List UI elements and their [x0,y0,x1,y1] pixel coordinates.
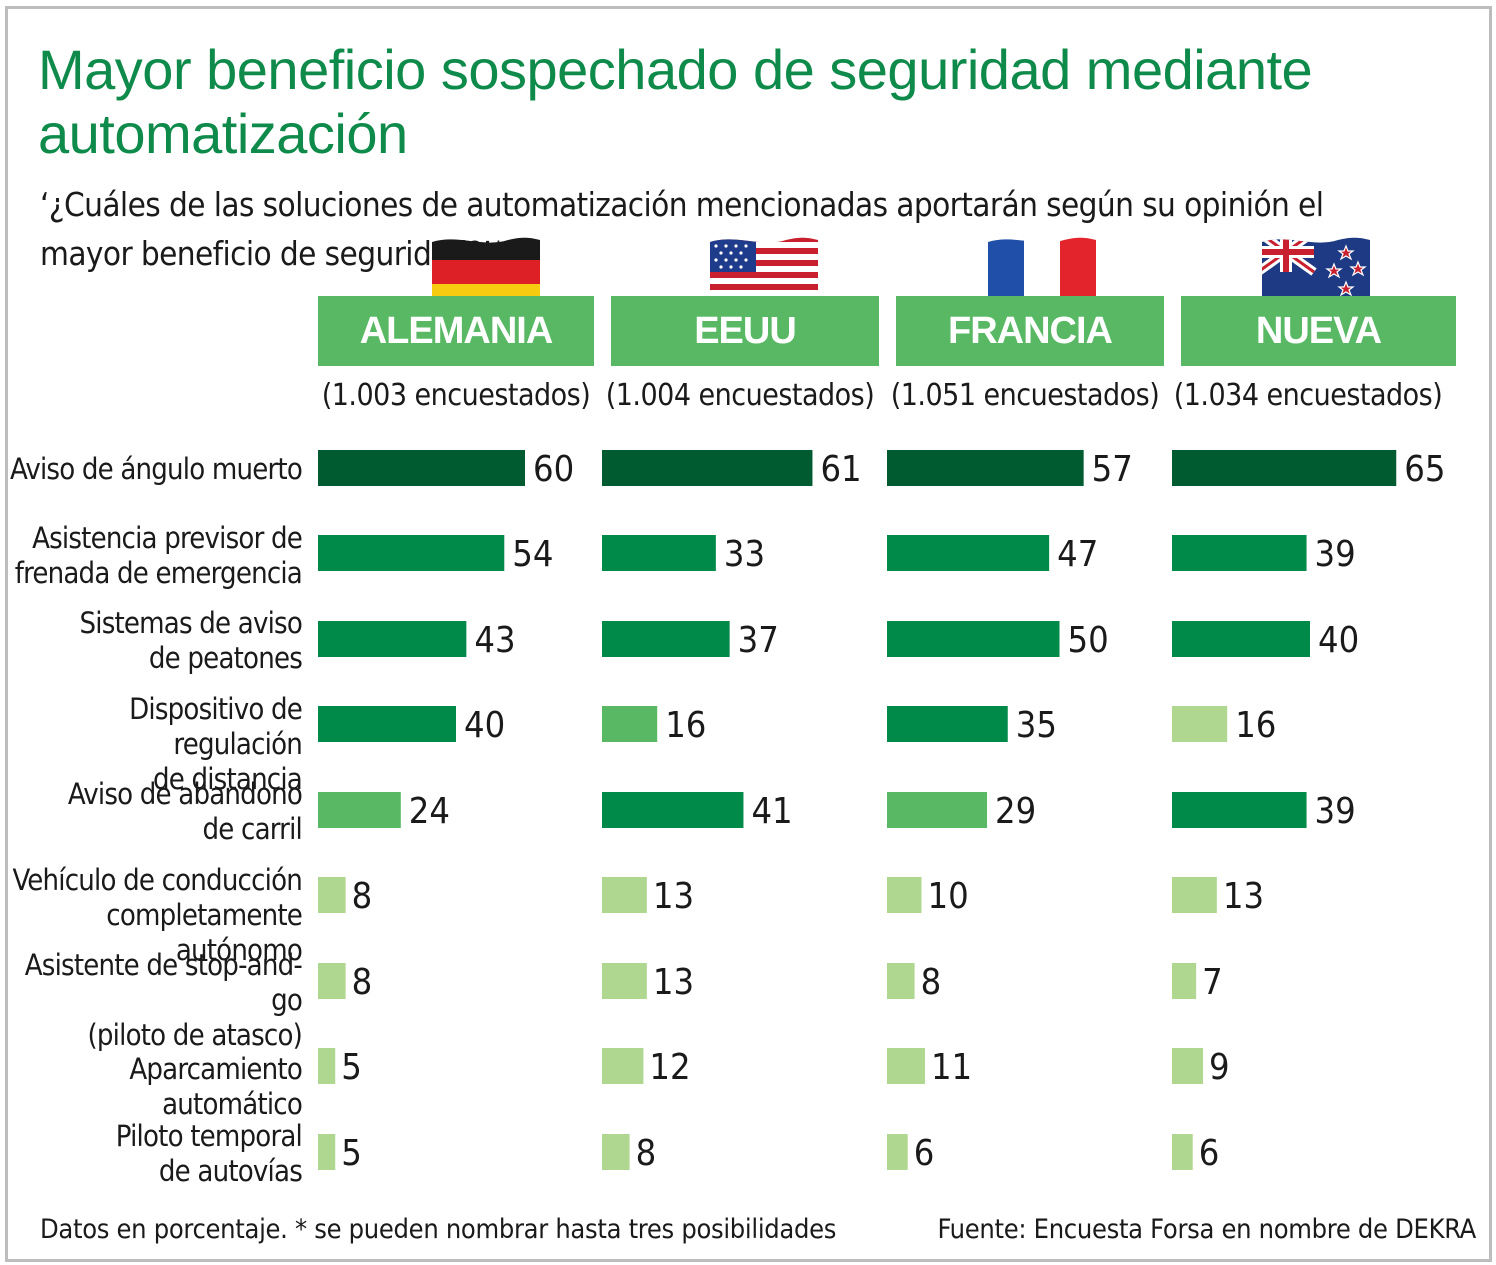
category-label: Aviso de abandono de carril [67,777,303,846]
value-label: 8 [921,962,942,1003]
value-label: 11 [931,1047,972,1088]
bar-alemania-2 [318,621,467,657]
bar-nueva-zelanda-7 [1172,1048,1204,1084]
country-header-eeuu: EEUU [611,296,879,366]
value-label: 6 [914,1133,935,1174]
value-label: 16 [1235,705,1276,746]
value-label: 39 [1315,534,1356,575]
respondents-eeuu: (1.004 encuestados) [605,378,875,413]
bar-francia-6 [887,963,915,999]
value-label: 8 [352,876,373,917]
france-flag [988,237,1096,306]
value-label: 33 [724,534,765,575]
value-label: 54 [512,534,553,575]
value-label: 24 [409,791,450,832]
bar-eeuu-1 [602,535,716,571]
value-label: 57 [1092,449,1133,490]
category-label: Sistemas de aviso de peatones [79,606,302,675]
respondents-alemania: (1.003 encuestados) [321,378,591,413]
germany-flag [432,237,540,306]
value-label: 37 [738,620,779,661]
survey-question: ‘¿Cuáles de las soluciones de automatiza… [40,185,1324,273]
bar-francia-4 [887,792,988,828]
bar-alemania-6 [318,963,346,999]
value-label: 41 [751,791,792,832]
value-label: 6 [1199,1133,1220,1174]
value-label: 7 [1202,962,1223,1003]
category-label: Dispositivo de regulación de distancia [129,692,303,796]
bar-eeuu-2 [602,621,730,657]
usa-flag [710,237,818,306]
value-label: 16 [665,705,706,746]
bar-eeuu-7 [602,1048,644,1084]
bar-eeuu-6 [602,963,647,999]
bar-francia-7 [887,1048,925,1084]
bar-nueva-zelanda-4 [1172,792,1307,828]
bar-eeuu-5 [602,877,647,913]
footer-note: Datos en porcentaje. * se pueden nombrar… [40,1214,837,1245]
bar-francia-0 [887,450,1084,486]
bar-nueva-zelanda-2 [1172,621,1310,657]
category-label: Asistencia previsor de frenada de emerge… [14,521,303,590]
value-label: 40 [464,705,505,746]
bar-alemania-4 [318,792,401,828]
value-label: 47 [1057,534,1098,575]
footer-source: Fuente: Encuesta Forsa en nombre de DEKR… [937,1214,1476,1245]
category-label: Asistente de stop-and-go (piloto de atas… [24,948,303,1052]
country-header-francia: FRANCIA [896,296,1164,366]
bar-nueva-zelanda-3 [1172,706,1228,742]
bar-nueva-zelanda-5 [1172,877,1217,913]
bar-eeuu-3 [602,706,658,742]
bar-alemania-3 [318,706,456,742]
bar-francia-8 [887,1134,908,1170]
country-header-alemania: ALEMANIA [318,296,594,366]
value-label: 35 [1016,705,1057,746]
category-label: Vehículo de conducción completamente aut… [12,863,302,967]
value-label: 10 [928,876,969,917]
bar-francia-1 [887,535,1050,571]
bar-nueva-zelanda-6 [1172,963,1197,999]
bar-nueva-zelanda-8 [1172,1134,1193,1170]
value-label: 50 [1068,620,1109,661]
value-label: 43 [474,620,515,661]
bar-eeuu-0 [602,450,813,486]
value-label: 40 [1318,620,1359,661]
value-label: 13 [653,876,694,917]
bar-nueva-zelanda-1 [1172,535,1307,571]
value-label: 65 [1404,449,1445,490]
value-label: 13 [1223,876,1264,917]
value-label: 60 [533,449,574,490]
chart-title: Mayor beneficio sospechado de seguridad … [38,38,1313,165]
value-label: 5 [341,1133,362,1174]
value-label: 13 [653,962,694,1003]
value-label: 8 [352,962,373,1003]
bar-eeuu-4 [602,792,744,828]
bar-alemania-8 [318,1134,336,1170]
value-label: 5 [341,1047,362,1088]
value-label: 9 [1209,1047,1230,1088]
bar-alemania-5 [318,877,346,913]
value-label: 29 [995,791,1036,832]
bar-alemania-7 [318,1048,336,1084]
bar-eeuu-8 [602,1134,630,1170]
bar-francia-3 [887,706,1008,742]
category-label: Piloto temporal de autovías [115,1119,303,1188]
respondents-nueva-zelanda: (1.034 encuestados) [1173,378,1443,413]
value-label: 39 [1315,791,1356,832]
new-zealand-flag [1262,237,1370,306]
category-label: Aparcamiento automático [129,1052,302,1121]
bar-francia-2 [887,621,1060,657]
bar-nueva-zelanda-0 [1172,450,1397,486]
bar-alemania-0 [318,450,525,486]
value-label: 8 [636,1133,657,1174]
bar-francia-5 [887,877,922,913]
respondents-francia: (1.051 encuestados) [890,378,1160,413]
category-label: Aviso de ángulo muerto [9,452,303,486]
value-label: 61 [820,449,861,490]
value-label: 12 [649,1047,690,1088]
country-header-nueva-zelanda: NUEVA ZELANDA [1181,296,1456,422]
bar-alemania-1 [318,535,505,571]
